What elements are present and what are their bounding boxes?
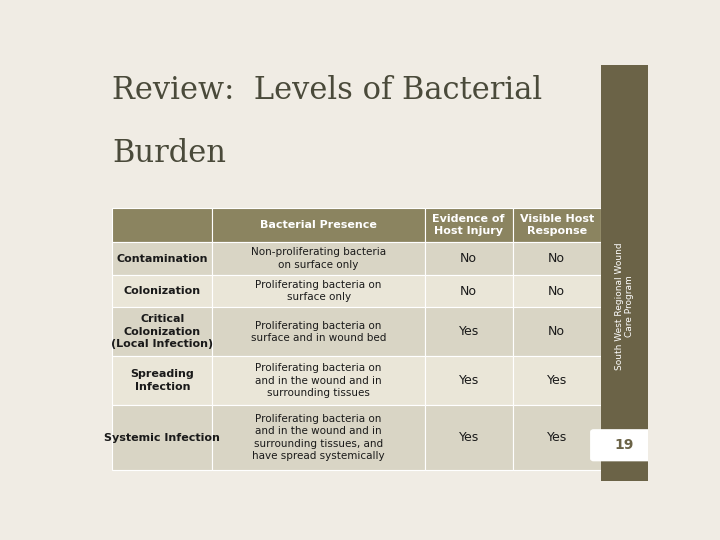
Bar	[212, 356, 425, 405]
Text: Yes: Yes	[546, 431, 567, 444]
Text: Yes: Yes	[546, 374, 567, 387]
Text: Critical
Colonization
(Local Infection): Critical Colonization (Local Infection)	[112, 314, 213, 349]
Text: Yes: Yes	[459, 374, 479, 387]
Text: 19: 19	[615, 438, 634, 453]
Text: Proliferating bacteria on
and in the wound and in
surrounding tissues, and
have : Proliferating bacteria on and in the wou…	[252, 414, 385, 461]
Bar	[112, 242, 212, 275]
Bar	[212, 242, 425, 275]
Bar	[112, 208, 212, 242]
Text: No: No	[548, 285, 565, 298]
Text: Contamination: Contamination	[117, 254, 208, 264]
Bar	[112, 275, 212, 307]
Bar	[425, 242, 513, 275]
Bar	[425, 356, 513, 405]
FancyBboxPatch shape	[591, 430, 658, 461]
Text: Spreading
Infection: Spreading Infection	[130, 369, 194, 392]
Text: Evidence of
Host Injury: Evidence of Host Injury	[433, 214, 505, 236]
Bar	[425, 307, 513, 356]
Text: Review:  Levels of Bacterial: Review: Levels of Bacterial	[112, 75, 542, 106]
Bar	[212, 208, 425, 242]
Bar	[600, 65, 648, 481]
Bar	[212, 275, 425, 307]
Text: Bacterial Presence: Bacterial Presence	[260, 220, 377, 230]
Bar	[513, 405, 600, 470]
Bar	[212, 307, 425, 356]
Text: Proliferating bacteria on
and in the wound and in
surrounding tissues: Proliferating bacteria on and in the wou…	[256, 363, 382, 398]
Bar	[513, 242, 600, 275]
Text: No: No	[460, 252, 477, 265]
Text: South West Regional Wound
Care Program: South West Regional Wound Care Program	[615, 242, 634, 370]
Text: No: No	[548, 252, 565, 265]
Text: No: No	[460, 285, 477, 298]
Text: Visible Host
Response: Visible Host Response	[520, 214, 594, 236]
Text: Non-proliferating bacteria
on surface only: Non-proliferating bacteria on surface on…	[251, 247, 386, 270]
Bar	[425, 275, 513, 307]
Text: Proliferating bacteria on
surface only: Proliferating bacteria on surface only	[256, 280, 382, 302]
Text: Proliferating bacteria on
surface and in wound bed: Proliferating bacteria on surface and in…	[251, 321, 387, 343]
Bar	[112, 356, 212, 405]
Bar	[112, 307, 212, 356]
Bar	[513, 208, 600, 242]
Bar	[513, 275, 600, 307]
Text: Colonization: Colonization	[124, 286, 201, 296]
Bar	[513, 356, 600, 405]
Text: Yes: Yes	[459, 325, 479, 339]
Text: Burden: Burden	[112, 138, 226, 168]
Text: Yes: Yes	[459, 431, 479, 444]
Bar	[212, 405, 425, 470]
Bar	[513, 307, 600, 356]
Bar	[112, 405, 212, 470]
Text: No: No	[548, 325, 565, 339]
Text: Systemic Infection: Systemic Infection	[104, 433, 220, 443]
Bar	[425, 405, 513, 470]
Bar	[425, 208, 513, 242]
